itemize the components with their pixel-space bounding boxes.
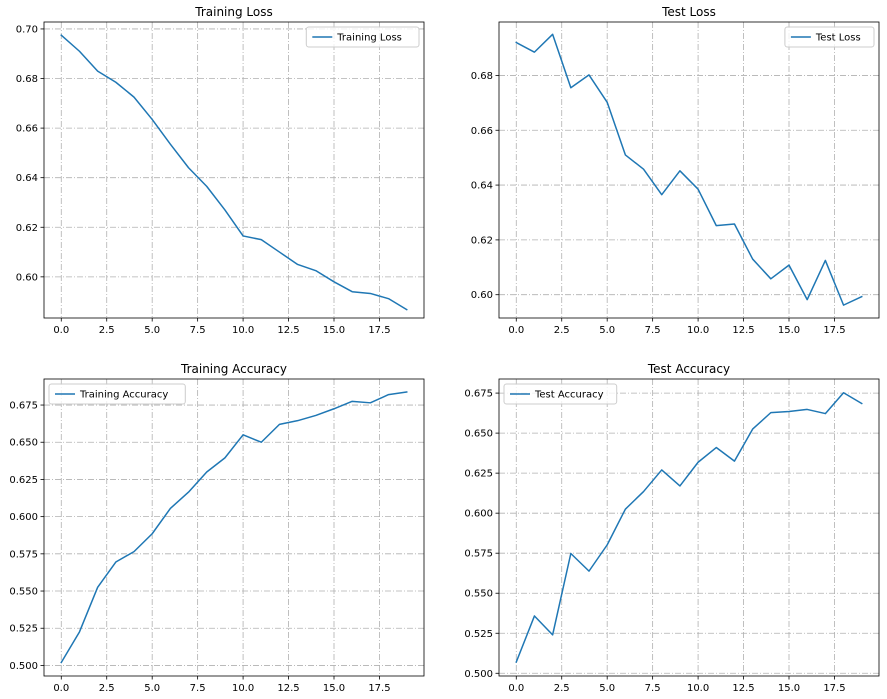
test-loss-x-tick-label: 10.0 [687,325,709,336]
training-accuracy-y-tick-label: 0.675 [9,401,38,412]
test-accuracy-y-tick-label: 0.575 [464,549,493,560]
training-loss-y-tick-label: 0.66 [16,124,38,135]
training-loss-x-tick-label: 2.5 [99,325,115,336]
test-accuracy-title: Test Accuracy [647,362,730,376]
training-loss-legend-box [305,26,420,48]
test-accuracy-series-line [515,392,863,664]
training-loss-legend-label: Training Loss [336,33,402,44]
training-loss-x-tick-label: 12.5 [277,325,299,336]
training-loss-plot-area [44,22,424,318]
training-accuracy-legend-label: Training Accuracy [79,390,168,401]
test-loss-y-tick-label: 0.62 [471,235,493,246]
training-accuracy-y-tick-label: 0.525 [9,624,38,635]
training-accuracy-x-tick-label: 2.5 [99,683,115,694]
training-loss-y-tick-label: 0.68 [16,74,38,85]
test-accuracy-x-tick-label: 0.0 [508,683,524,694]
training-accuracy-y-tick-label: 0.600 [9,512,38,523]
test-accuracy-x-tick-label: 12.5 [732,683,754,694]
training-loss-x-tick-label: 15.0 [323,325,345,336]
test-accuracy-legend-label: Test Accuracy [534,390,604,401]
training-loss-panel: 0.0 2.5 5.0 7.5 10.0 12.5 15.0 17.5 0.60 0.62 0.64… [16,5,425,336]
training-accuracy-x-tick-label: 7.5 [190,683,206,694]
test-loss-x-tick-label: 5.0 [599,325,615,336]
test-loss-title: Test Loss [661,5,716,19]
training-accuracy-y-tick-label: 0.625 [9,475,38,486]
test-loss-legend-box [784,26,875,48]
test-loss-y-tick-label: 0.68 [471,71,493,82]
training-accuracy-x-tick-label: 15.0 [323,683,345,694]
test-loss-panel: 0.0 2.5 5.0 7.5 10.0 12.5 15.0 17.5 0.60 0.62 0.64… [471,5,880,336]
test-loss-x-tick-label: 15.0 [778,325,800,336]
training-accuracy-panel: 0.0 2.5 5.0 7.5 10.0 12.5 15.0 17.5 0.500 0.525 0.… [9,362,425,694]
training-loss-y-tick-label: 0.70 [16,24,38,35]
training-accuracy-y-tick-label: 0.650 [9,438,38,449]
test-loss-plot-area [499,22,879,318]
test-loss-x-tick-label: 0.0 [508,325,524,336]
test-accuracy-x-tick-label: 2.5 [554,683,570,694]
training-accuracy-x-tick-label: 17.5 [368,683,390,694]
training-accuracy-axes-frame [43,378,425,677]
training-accuracy-x-tick-label: 10.0 [232,683,254,694]
test-accuracy-x-tick-label: 17.5 [823,683,845,694]
test-loss-x-tick-label: 7.5 [645,325,661,336]
test-loss-x-tick-label: 17.5 [823,325,845,336]
training-accuracy-x-tick-label: 0.0 [53,683,69,694]
test-accuracy-y-tick-label: 0.525 [464,629,493,640]
test-accuracy-plot-area [499,379,879,676]
training-loss-x-tick-label: 7.5 [190,325,206,336]
training-loss-y-tick-label: 0.62 [16,223,38,234]
training-accuracy-legend: Training Accuracy [48,383,186,405]
test-accuracy-axes-frame [498,378,880,677]
test-accuracy-y-tick-label: 0.600 [464,509,493,520]
training-loss-legend: Training Loss [305,26,420,48]
training-accuracy-series-line [60,391,408,664]
training-accuracy-plot-area [44,379,424,676]
test-accuracy-y-tick-label: 0.550 [464,589,493,600]
training-loss-x-tick-label: 17.5 [368,325,390,336]
test-accuracy-legend-box [503,383,618,405]
test-loss-legend-label: Test Loss [815,33,861,44]
test-loss-legend: Test Loss [784,26,875,48]
test-loss-axes-frame [498,21,880,319]
test-loss-y-tick-label: 0.64 [471,181,493,192]
training-loss-title: Training Loss [194,5,272,19]
test-accuracy-y-tick-label: 0.500 [464,669,493,680]
test-accuracy-legend: Test Accuracy [503,383,618,405]
test-accuracy-x-tick-label: 15.0 [778,683,800,694]
test-accuracy-panel: 0.0 2.5 5.0 7.5 10.0 12.5 15.0 17.5 0.500 0.525 0.… [464,362,880,694]
test-loss-y-tick-label: 0.60 [471,290,493,301]
training-accuracy-legend-box [48,383,186,405]
test-accuracy-x-tick-label: 5.0 [599,683,615,694]
test-accuracy-x-tick-label: 7.5 [645,683,661,694]
training-accuracy-y-tick-label: 0.575 [9,549,38,560]
training-loss-y-tick-label: 0.60 [16,272,38,283]
test-accuracy-y-tick-label: 0.650 [464,429,493,440]
training-accuracy-y-tick-label: 0.550 [9,587,38,598]
training-loss-x-tick-label: 10.0 [232,325,254,336]
test-loss-y-tick-label: 0.66 [471,126,493,137]
test-loss-x-tick-label: 12.5 [732,325,754,336]
test-accuracy-y-tick-label: 0.625 [464,469,493,480]
test-loss-x-tick-label: 2.5 [554,325,570,336]
training-accuracy-title: Training Accuracy [180,362,287,376]
training-loss-axes-frame [43,21,425,319]
test-accuracy-y-tick-label: 0.675 [464,389,493,400]
training-loss-series-line [60,34,408,311]
training-accuracy-x-tick-label: 5.0 [144,683,160,694]
test-accuracy-x-tick-label: 10.0 [687,683,709,694]
training-accuracy-x-tick-label: 12.5 [277,683,299,694]
training-loss-x-tick-label: 0.0 [53,325,69,336]
training-loss-y-tick-label: 0.64 [16,173,38,184]
training-accuracy-y-tick-label: 0.500 [9,661,38,672]
test-loss-series-line [515,33,863,306]
training-loss-x-tick-label: 5.0 [144,325,160,336]
